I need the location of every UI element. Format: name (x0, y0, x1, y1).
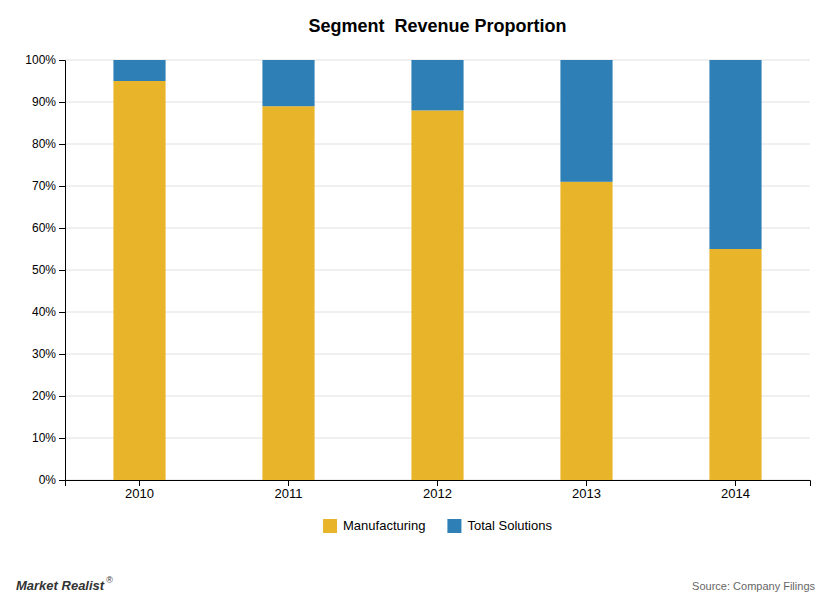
bar (709, 249, 761, 480)
tick: 2012 (423, 480, 452, 501)
chart: Segment Revenue Proportion 0% 10% 20% 30% 40%… (0, 0, 840, 600)
legend-label: Manufacturing (343, 518, 425, 533)
tick-mark (59, 102, 65, 103)
tick-mark (59, 312, 65, 313)
tick-mark (59, 480, 65, 481)
tick-label: 2014 (721, 486, 750, 501)
axis-line (59, 61, 66, 481)
legend-label: Total Solutions (467, 518, 552, 533)
tick: 10% (32, 431, 65, 445)
tick-label: 40% (32, 305, 56, 319)
bar (560, 182, 612, 480)
tick-mark (59, 438, 65, 439)
tick-label: 90% (32, 95, 56, 109)
tick-mark (59, 396, 65, 397)
tick-label: 2010 (125, 486, 154, 501)
tick: 30% (32, 347, 65, 361)
bar (262, 60, 314, 106)
bar (411, 60, 463, 110)
tick-label: 2011 (275, 486, 303, 501)
tick-label: 2013 (572, 486, 601, 501)
tick-label: 50% (32, 263, 56, 277)
tick-label: 30% (32, 347, 56, 361)
legend-swatch (323, 519, 337, 533)
series (113, 60, 761, 249)
tick-mark (59, 270, 65, 271)
tick-mark (735, 480, 736, 486)
tick-label: 70% (32, 179, 56, 193)
tick-label: 0% (39, 473, 57, 487)
tick-mark (288, 480, 289, 486)
x-axis: 2010 2011 2012 2013 2014 (66, 480, 811, 501)
tick-mark (59, 228, 65, 229)
legend-swatch (447, 519, 461, 533)
series (113, 81, 761, 480)
tick-mark (59, 60, 65, 61)
bars (113, 60, 761, 480)
bar (113, 60, 165, 81)
tick: 100% (25, 53, 65, 67)
bar (411, 110, 463, 480)
tick: 70% (32, 179, 65, 193)
bar (113, 81, 165, 480)
tick-mark (59, 186, 65, 187)
tick: 2013 (572, 480, 601, 501)
tick: 40% (32, 305, 65, 319)
bar (709, 60, 761, 249)
tick-mark (59, 354, 65, 355)
axis-line (66, 481, 811, 487)
tick: 20% (32, 389, 65, 403)
bar (560, 60, 612, 182)
grid (65, 60, 810, 480)
tick-mark (586, 480, 587, 486)
tick: 2011 (275, 480, 303, 501)
tick-mark (437, 480, 438, 486)
legend: Manufacturing Total Solutions (323, 518, 552, 533)
legend-item: Total Solutions (447, 518, 552, 533)
legend-item: Manufacturing (323, 518, 425, 533)
tick-label: 2012 (423, 486, 452, 501)
bar (262, 106, 314, 480)
tick: 50% (32, 263, 65, 277)
tick-mark (139, 480, 140, 486)
tick: 2014 (721, 480, 750, 501)
trademark: ® (106, 575, 113, 585)
plot: 0%10%20%30%40%50%60%70%80%90%100%2010201… (25, 53, 810, 501)
tick: 80% (32, 137, 65, 151)
y-axis: 0% 10% 20% 30% 40% 50% 60% 70% 80% 90% 100% (25, 53, 65, 487)
title: Segment Revenue Proportion (308, 16, 566, 36)
tick-label: 100% (25, 53, 56, 67)
tick: 0% (39, 473, 65, 487)
tick-label: 60% (32, 221, 56, 235)
tick-label: 80% (32, 137, 56, 151)
tick: 60% (32, 221, 65, 235)
tick: 90% (32, 95, 65, 109)
tick-label: 10% (32, 431, 56, 445)
source-text: Source: Company Filings (692, 580, 815, 592)
watermark: Market Realist (16, 578, 105, 593)
tick: 2010 (125, 480, 154, 501)
tick-mark (59, 144, 65, 145)
tick-label: 20% (32, 389, 56, 403)
